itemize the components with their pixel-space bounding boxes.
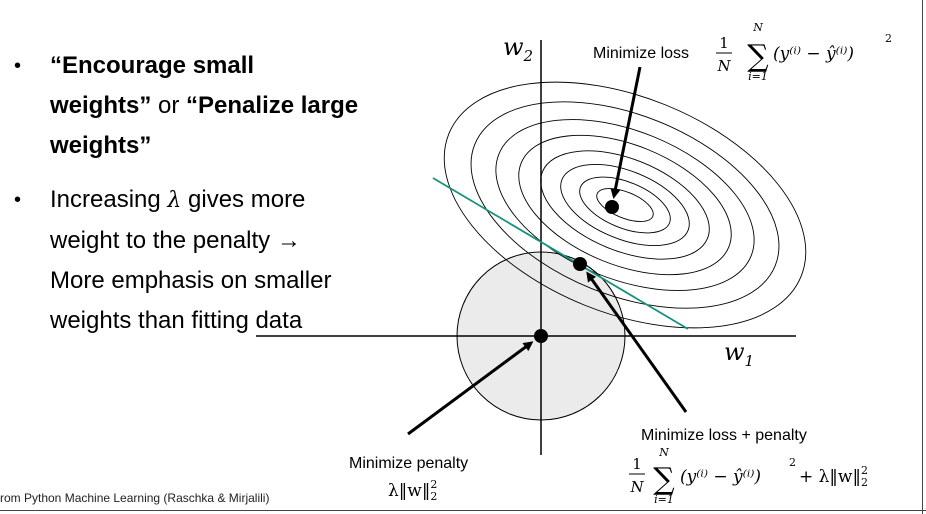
axis-w2-label: w2 — [503, 33, 533, 65]
contour-ellipse — [596, 188, 654, 222]
loss-body: (y⁽ⁱ⁾ − ŷ⁽ⁱ⁾) — [773, 44, 854, 64]
combined-exp: 2 — [789, 456, 796, 469]
contour-ellipse — [518, 134, 732, 276]
contour-ellipse — [540, 150, 710, 260]
arrow-to-penalty-minimum — [407, 341, 534, 436]
combined-sum-top: N — [658, 446, 669, 459]
bullet-text-1b: or — [151, 92, 187, 119]
bullet-text-2b: gives more weight to the penalty → More … — [50, 186, 332, 334]
frame-right-edge — [922, 0, 923, 514]
bullet-item-2: • Increasing λ gives more weight to the … — [14, 180, 359, 341]
bullet-dot: • — [14, 189, 22, 211]
combined-plus-penalty: + λ‖w‖22 — [799, 464, 868, 489]
frame-bottom-edge — [0, 510, 926, 511]
loss-frac-den: N — [716, 57, 731, 75]
combined-frac-num: 1 — [632, 455, 642, 473]
minimize-loss-penalty-label: Minimize loss + penalty — [641, 427, 807, 444]
minimize-penalty-label: Minimize penalty — [349, 455, 468, 472]
combined-body: (y⁽ⁱ⁾ − ŷ⁽ⁱ⁾) — [680, 467, 761, 487]
contour-ellipse — [579, 176, 671, 234]
axis-w1-label: w1 — [724, 338, 754, 370]
combined-formula: 1 N N ∑ i=1 (y⁽ⁱ⁾ − ŷ⁽ⁱ⁾) 2 + λ‖w‖22 — [629, 446, 868, 506]
contour-ellipse — [470, 101, 780, 309]
penalty-formula: λ‖w‖22 — [388, 478, 437, 503]
loss-contours — [443, 81, 807, 329]
arrow-to-loss-minimum — [610, 66, 642, 199]
lambda-symbol: λ — [167, 188, 182, 213]
bullet-list: • “Encourage small weights” or “Penalize… — [14, 46, 359, 355]
contour-ellipse — [443, 81, 807, 329]
tangent-line — [432, 177, 689, 330]
bullet-text-2a: Increasing — [50, 186, 168, 213]
combined-sum-bottom: i=1 — [654, 493, 674, 506]
loss-exp: 2 — [885, 32, 892, 45]
loss-minimum-point — [605, 200, 619, 214]
contour-ellipse — [560, 164, 690, 246]
bullet-text-1a: “Encourage small weights” — [50, 52, 255, 119]
minimize-loss-label: Minimize loss — [593, 45, 689, 62]
loss-sum-top: N — [752, 21, 763, 34]
loss-sum-sign: ∑ — [747, 39, 769, 74]
penalty-minimum-point — [534, 329, 548, 343]
loss-sum-bottom: i=1 — [748, 70, 768, 83]
loss-frac-num: 1 — [719, 34, 729, 52]
source-citation: rom Python Machine Learning (Raschka & M… — [0, 491, 270, 505]
combined-optimum-point — [573, 257, 587, 271]
arrow-to-combined-optimum — [586, 271, 688, 413]
combined-frac-den: N — [629, 478, 644, 496]
contour-ellipse — [495, 119, 755, 291]
combined-sum-sign: ∑ — [653, 462, 675, 497]
loss-formula: 1 N N ∑ i=1 (y⁽ⁱ⁾ − ŷ⁽ⁱ⁾) 2 — [716, 21, 892, 83]
bullet-item-1: • “Encourage small weights” or “Penalize… — [14, 46, 359, 166]
bullet-text-1c: “Penalize large weights” — [50, 92, 359, 159]
bullet-dot: • — [14, 55, 22, 77]
